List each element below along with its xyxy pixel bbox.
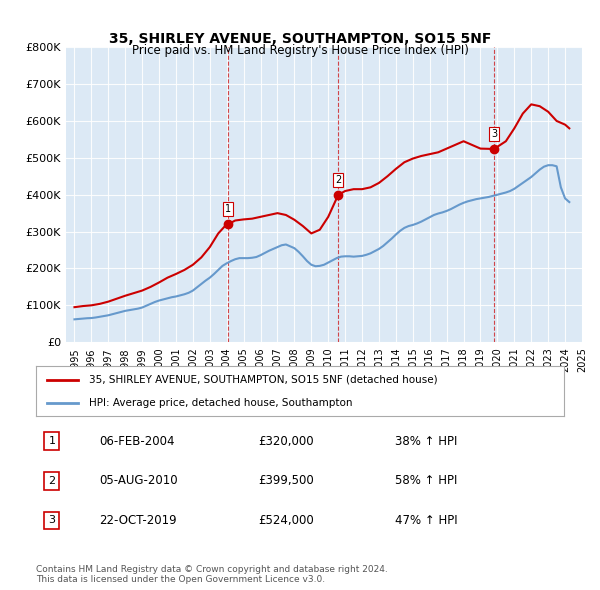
Text: 47% ↑ HPI: 47% ↑ HPI xyxy=(395,514,458,527)
Text: 3: 3 xyxy=(49,516,55,526)
Text: 2: 2 xyxy=(335,175,341,185)
Text: £524,000: £524,000 xyxy=(258,514,314,527)
Text: 22-OCT-2019: 22-OCT-2019 xyxy=(100,514,177,527)
Text: 35, SHIRLEY AVENUE, SOUTHAMPTON, SO15 5NF (detached house): 35, SHIRLEY AVENUE, SOUTHAMPTON, SO15 5N… xyxy=(89,375,437,385)
Text: 1: 1 xyxy=(225,204,232,214)
Text: Price paid vs. HM Land Registry's House Price Index (HPI): Price paid vs. HM Land Registry's House … xyxy=(131,44,469,57)
Text: 06-FEB-2004: 06-FEB-2004 xyxy=(100,435,175,448)
Text: 3: 3 xyxy=(491,129,497,139)
Text: 1: 1 xyxy=(49,436,55,446)
Text: £320,000: £320,000 xyxy=(258,435,313,448)
Text: 35, SHIRLEY AVENUE, SOUTHAMPTON, SO15 5NF: 35, SHIRLEY AVENUE, SOUTHAMPTON, SO15 5N… xyxy=(109,32,491,47)
Text: £399,500: £399,500 xyxy=(258,474,314,487)
Text: 2: 2 xyxy=(48,476,55,486)
Text: 05-AUG-2010: 05-AUG-2010 xyxy=(100,474,178,487)
Text: Contains HM Land Registry data © Crown copyright and database right 2024.
This d: Contains HM Land Registry data © Crown c… xyxy=(36,565,388,584)
Text: HPI: Average price, detached house, Southampton: HPI: Average price, detached house, Sout… xyxy=(89,398,352,408)
Text: 38% ↑ HPI: 38% ↑ HPI xyxy=(395,435,457,448)
Text: 58% ↑ HPI: 58% ↑ HPI xyxy=(395,474,457,487)
